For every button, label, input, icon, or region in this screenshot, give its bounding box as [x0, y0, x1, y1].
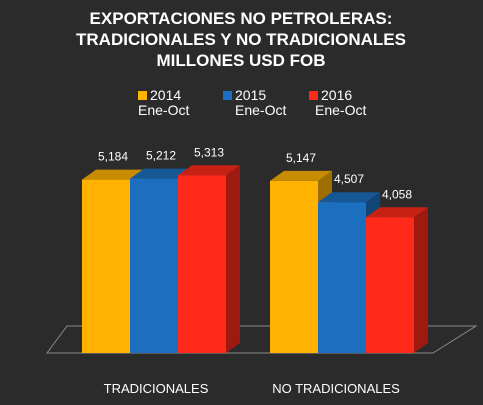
chart-title-line-3: MILLONES USD FOB — [156, 51, 325, 70]
bar-no-tradicionales-2016-front — [366, 217, 414, 353]
legend-label-2016-line-2: Ene-Oct — [315, 102, 366, 118]
value-label-tradicionales-2015: 5,212 — [146, 149, 176, 163]
value-label-tradicionales-2016: 5,313 — [194, 145, 224, 159]
chart-title-line-2: TRADICIONALES Y NO TRADICIONALES — [76, 30, 406, 49]
bar-no-tradicionales-2016-top — [366, 207, 428, 218]
bar-tradicionales-2016-side — [226, 165, 240, 353]
value-label-tradicionales-2014: 5,184 — [98, 150, 128, 164]
legend-label-2015-line-1: 2015 — [235, 87, 266, 103]
legend-label-2014-line-2: Ene-Oct — [138, 102, 189, 118]
category-label-no-tradicionales: NO TRADICIONALES — [272, 381, 400, 396]
bar-no-tradicionales-2016 — [366, 207, 428, 353]
bar-tradicionales-2016-top — [178, 165, 240, 176]
bar-tradicionales-2015-top — [130, 168, 192, 179]
legend-label-2015-line-2: Ene-Oct — [235, 102, 286, 118]
bar-tradicionales-2014-top — [82, 169, 144, 180]
bar-tradicionales-2016-front — [178, 175, 226, 353]
bar-tradicionales-2014-front — [82, 179, 130, 353]
legend-swatch-2016 — [309, 91, 318, 100]
bar-no-tradicionales-2015-front — [318, 202, 366, 353]
legend: 2014 Ene-Oct 2015 Ene-Oct 2016 Ene-Oct — [138, 87, 366, 118]
value-label-no-tradicionales-2016: 4,058 — [382, 187, 412, 201]
bar-tradicionales-2015-front — [130, 178, 178, 353]
legend-swatch-2015 — [223, 91, 232, 100]
bar-no-tradicionales-2014-top — [270, 170, 332, 181]
chart-title-line-1: EXPORTACIONES NO PETROLERAS: — [90, 9, 393, 28]
value-label-no-tradicionales-2014: 5,147 — [286, 151, 316, 165]
value-labels: 5,184 5,212 5,313 5,147 4,507 4,058 — [98, 145, 412, 201]
value-label-no-tradicionales-2015: 4,507 — [334, 172, 364, 186]
bar-no-tradicionales-2016-side — [414, 207, 428, 353]
bar-no-tradicionales-2015-top — [318, 192, 380, 203]
legend-label-2014-line-1: 2014 — [150, 87, 181, 103]
bar-no-tradicionales-2014-front — [270, 180, 318, 353]
legend-swatch-2014 — [138, 91, 147, 100]
legend-label-2016-line-1: 2016 — [321, 87, 352, 103]
category-label-tradicionales: TRADICIONALES — [104, 381, 209, 396]
bars — [82, 165, 428, 353]
bar-tradicionales-2016 — [178, 165, 240, 353]
